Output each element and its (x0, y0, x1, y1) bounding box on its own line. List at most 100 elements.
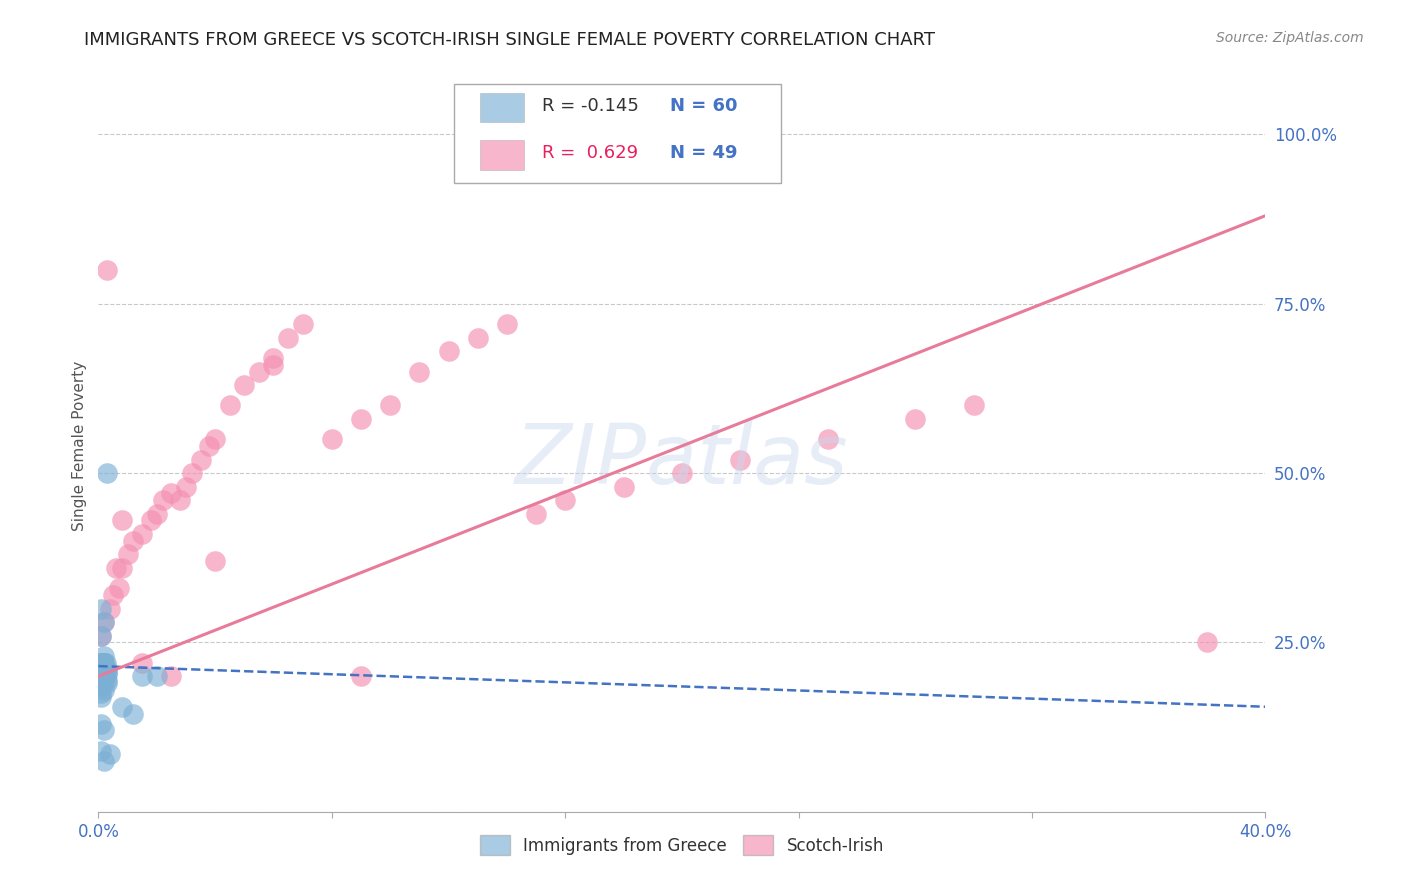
Point (321, 432, 343, 446)
Point (101, 588, 124, 602)
Text: R =  0.629: R = 0.629 (541, 145, 638, 162)
Point (96, 673, 118, 687)
Point (104, 561, 127, 575)
Point (90, 680, 112, 694)
Point (90, 663, 112, 677)
Point (93, 665, 115, 680)
Point (350, 412, 373, 426)
Point (131, 669, 153, 683)
Point (90, 601, 112, 615)
Bar (479, 93, 524, 122)
Point (93, 656, 115, 670)
Point (90, 669, 112, 683)
Point (90, 656, 112, 670)
Point (96, 676, 118, 690)
Point (90, 716, 112, 731)
Point (90, 686, 112, 700)
Point (89, 669, 111, 683)
Point (467, 331, 489, 345)
Point (93, 665, 115, 680)
Point (277, 331, 299, 345)
Point (90, 673, 112, 687)
Point (204, 554, 226, 568)
Point (146, 507, 169, 521)
Point (90, 629, 112, 643)
Point (904, 412, 927, 426)
Point (350, 669, 373, 683)
Point (146, 669, 169, 683)
Point (169, 493, 191, 508)
Point (90, 656, 112, 670)
Point (93, 648, 115, 663)
Point (730, 452, 752, 467)
Legend: Immigrants from Greece, Scotch-Irish: Immigrants from Greece, Scotch-Irish (479, 835, 884, 855)
Point (91, 659, 114, 673)
Text: IMMIGRANTS FROM GREECE VS SCOTCH-IRISH SINGLE FEMALE POVERTY CORRELATION CHART: IMMIGRANTS FROM GREECE VS SCOTCH-IRISH S… (84, 31, 935, 49)
Point (174, 480, 197, 494)
Point (89, 659, 111, 673)
Text: R = -0.145: R = -0.145 (541, 97, 638, 115)
Point (96, 263, 118, 277)
Point (91, 656, 114, 670)
Point (111, 561, 134, 575)
Point (98, 747, 121, 761)
Text: N = 60: N = 60 (671, 97, 738, 115)
Point (90, 744, 112, 758)
Point (89, 659, 111, 673)
Point (524, 507, 547, 521)
Point (380, 398, 402, 412)
Point (180, 466, 202, 480)
Point (108, 581, 131, 595)
Point (139, 514, 162, 528)
Point (91, 659, 114, 673)
Point (190, 452, 212, 467)
Point (90, 669, 112, 683)
Point (93, 663, 115, 677)
Point (131, 656, 153, 670)
Point (817, 432, 839, 446)
Point (962, 398, 984, 412)
Point (90, 659, 112, 673)
Point (111, 699, 134, 714)
Point (93, 673, 115, 687)
Point (218, 398, 240, 412)
Point (91, 659, 114, 673)
Point (90, 676, 112, 690)
Point (437, 344, 460, 359)
Point (131, 527, 153, 541)
Point (93, 723, 115, 738)
Point (93, 615, 115, 629)
Point (90, 669, 112, 683)
Point (671, 466, 693, 480)
Point (96, 466, 118, 480)
FancyBboxPatch shape (454, 84, 782, 183)
Point (89, 673, 111, 687)
Point (233, 378, 256, 392)
Point (90, 690, 112, 704)
Point (117, 547, 139, 561)
Point (91, 663, 114, 677)
Point (93, 615, 115, 629)
Point (98, 601, 121, 615)
Text: ZIPatlas: ZIPatlas (515, 420, 849, 501)
Point (94, 656, 117, 670)
Point (291, 317, 314, 331)
Point (198, 439, 221, 453)
Point (554, 493, 576, 508)
Point (204, 432, 226, 446)
Point (1195, 635, 1218, 649)
Point (408, 364, 430, 378)
Point (89, 663, 111, 677)
Point (90, 676, 112, 690)
Point (496, 317, 519, 331)
Point (90, 663, 112, 677)
Point (93, 754, 115, 768)
Point (111, 514, 134, 528)
Point (262, 351, 284, 365)
Point (90, 663, 112, 677)
Point (96, 663, 118, 677)
Text: N = 49: N = 49 (671, 145, 738, 162)
Point (90, 669, 112, 683)
Point (93, 682, 115, 697)
Point (160, 669, 183, 683)
